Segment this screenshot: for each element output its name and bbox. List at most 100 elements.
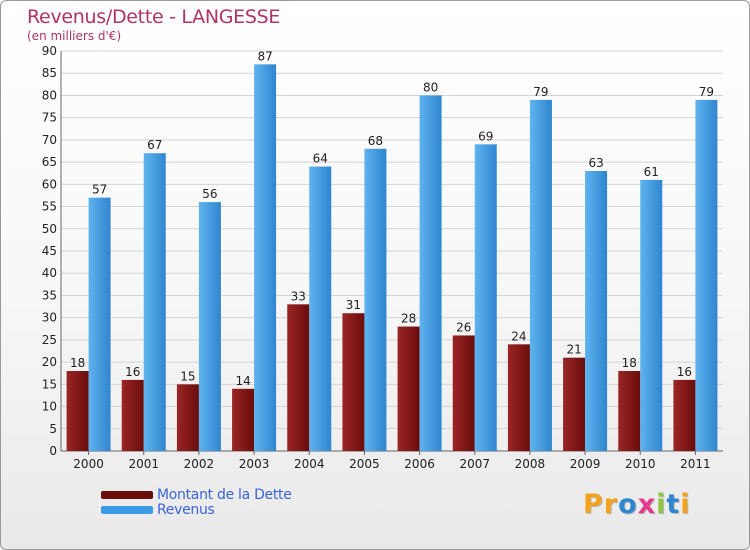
bar-debt	[66, 371, 89, 451]
bar-debt	[287, 304, 310, 451]
logo-letter: x	[637, 489, 657, 520]
y-tick-label: 60	[42, 177, 57, 191]
data-label-debt: 16	[677, 365, 692, 379]
y-axis-ticks: 0 5 10 15 20 25 30 35 40 45 50 55 60 65 70 75 80 85 90	[42, 44, 57, 458]
bars	[66, 64, 718, 452]
bar-revenue	[474, 144, 497, 452]
x-tick-label: 2002	[184, 457, 215, 471]
data-label-revenue: 67	[147, 138, 162, 152]
y-tick-label: 65	[42, 155, 57, 169]
bar-revenue	[585, 171, 608, 451]
y-tick-label: 0	[49, 444, 57, 458]
chart-title: Revenus/Dette - LANGESSE	[27, 6, 281, 28]
y-tick-label: 35	[42, 288, 57, 302]
data-label-revenue: 63	[588, 156, 603, 170]
legend: Montant de la Dette Revenus	[101, 486, 292, 518]
data-label-revenue: 79	[533, 85, 548, 99]
data-label-revenue: 79	[699, 85, 714, 99]
bar-debt	[232, 388, 255, 451]
data-label-debt: 21	[566, 343, 581, 357]
x-axis-ticks: 2000 2001 2002 2003 2004 2005 2006 2007 2008 2009…	[73, 451, 711, 471]
x-tick-label: 2006	[404, 457, 435, 471]
data-label-revenue: 57	[92, 183, 107, 197]
data-label-debt: 28	[401, 312, 416, 326]
data-label-revenue: 61	[644, 165, 659, 179]
y-tick-label: 15	[42, 377, 57, 391]
legend-item-revenue: Revenus	[101, 501, 292, 518]
y-tick-label: 40	[42, 266, 57, 280]
logo-letter: i	[680, 489, 691, 520]
legend-label-revenue: Revenus	[157, 501, 215, 518]
x-tick-label: 2011	[680, 457, 711, 471]
bar-debt	[618, 371, 641, 451]
data-label-revenue: 69	[478, 129, 493, 143]
data-label-revenue: 87	[257, 49, 272, 63]
data-labels: 18 57 16 67 15 56 14 87 33 64 31 68 28 80 26 69 24 79 21 63…	[70, 49, 714, 387]
data-label-debt: 24	[511, 329, 526, 343]
bar-debt	[507, 344, 530, 451]
x-tick-label: 2000	[73, 457, 104, 471]
bar-revenue	[640, 179, 663, 451]
bar-revenue	[419, 95, 442, 451]
bar-revenue	[364, 148, 387, 451]
x-tick-label: 2010	[625, 457, 656, 471]
y-tick-label: 75	[42, 111, 57, 125]
data-label-debt: 31	[346, 298, 361, 312]
y-tick-label: 45	[42, 244, 57, 258]
bar-revenue	[529, 99, 552, 451]
y-tick-label: 55	[42, 200, 57, 214]
logo-letter: r	[603, 489, 619, 520]
x-tick-label: 2003	[239, 457, 270, 471]
bar-revenue	[695, 99, 718, 451]
x-tick-label: 2001	[128, 457, 159, 471]
y-tick-label: 20	[42, 355, 57, 369]
bar-debt	[673, 379, 696, 451]
chart-subtitle: (en milliers d'€)	[27, 29, 122, 43]
y-tick-label: 70	[42, 133, 57, 147]
data-label-revenue: 64	[313, 152, 328, 166]
proxiti-logo: Proxiti	[583, 489, 691, 520]
y-tick-label: 10	[42, 400, 57, 414]
x-tick-label: 2004	[294, 457, 325, 471]
x-tick-label: 2008	[515, 457, 546, 471]
data-label-debt: 33	[291, 289, 306, 303]
data-label-debt: 18	[622, 356, 637, 370]
x-tick-label: 2007	[459, 457, 490, 471]
data-label-revenue: 56	[202, 187, 217, 201]
bar-revenue	[309, 166, 332, 452]
x-tick-label: 2005	[349, 457, 380, 471]
logo-letter: i	[656, 489, 667, 520]
legend-swatch-revenue	[101, 505, 153, 514]
data-label-debt: 14	[235, 374, 250, 388]
y-tick-label: 50	[42, 222, 57, 236]
bar-debt	[176, 384, 199, 451]
legend-label-debt: Montant de la Dette	[157, 486, 292, 503]
bar-debt	[397, 326, 420, 451]
data-label-debt: 15	[180, 369, 195, 383]
logo-letter: o	[618, 489, 638, 520]
bar-debt	[563, 357, 586, 451]
y-tick-label: 85	[42, 66, 57, 80]
data-label-debt: 18	[70, 356, 85, 370]
data-label-debt: 16	[125, 365, 140, 379]
y-tick-label: 25	[42, 333, 57, 347]
bar-revenue	[88, 197, 111, 451]
bar-debt	[121, 379, 144, 451]
y-tick-label: 90	[42, 44, 57, 58]
bar-debt	[342, 313, 365, 451]
data-label-revenue: 80	[423, 80, 438, 94]
y-tick-label: 80	[42, 88, 57, 102]
logo-letter: P	[583, 489, 604, 520]
legend-item-debt: Montant de la Dette	[101, 486, 292, 503]
bar-revenue	[254, 64, 277, 452]
grid-lines	[60, 50, 723, 452]
logo-letter: t	[666, 489, 681, 520]
data-label-revenue: 68	[368, 134, 383, 148]
legend-swatch-debt	[101, 490, 153, 499]
data-label-debt: 26	[456, 320, 471, 334]
x-tick-label: 2009	[570, 457, 601, 471]
y-tick-label: 30	[42, 311, 57, 325]
y-tick-label: 5	[49, 422, 57, 436]
